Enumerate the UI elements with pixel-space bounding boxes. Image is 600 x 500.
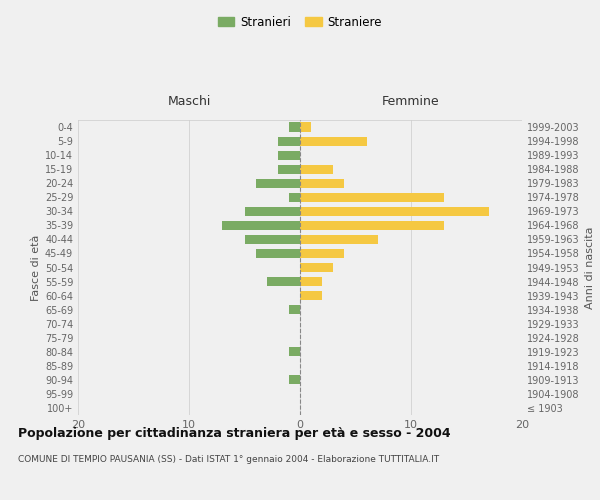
Bar [300, 178, 344, 188]
Bar [245, 206, 300, 216]
Bar [278, 164, 300, 173]
Bar [300, 235, 378, 244]
Bar [300, 206, 489, 216]
Bar [300, 164, 334, 173]
Bar [256, 249, 300, 258]
Bar [289, 305, 300, 314]
Text: Maschi: Maschi [167, 95, 211, 108]
Bar [278, 150, 300, 160]
Text: Popolazione per cittadinanza straniera per età e sesso - 2004: Popolazione per cittadinanza straniera p… [18, 428, 451, 440]
Bar [300, 136, 367, 145]
Bar [256, 178, 300, 188]
Bar [289, 122, 300, 132]
Bar [266, 277, 300, 286]
Bar [245, 235, 300, 244]
Y-axis label: Fasce di età: Fasce di età [31, 234, 41, 300]
Legend: Stranieri, Straniere: Stranieri, Straniere [213, 11, 387, 34]
Bar [300, 263, 334, 272]
Bar [289, 347, 300, 356]
Bar [300, 277, 322, 286]
Bar [289, 376, 300, 384]
Bar [300, 221, 444, 230]
Bar [300, 291, 322, 300]
Bar [300, 192, 444, 202]
Y-axis label: Anni di nascita: Anni di nascita [585, 226, 595, 308]
Bar [278, 136, 300, 145]
Text: Femmine: Femmine [382, 95, 440, 108]
Bar [289, 192, 300, 202]
Text: COMUNE DI TEMPIO PAUSANIA (SS) - Dati ISTAT 1° gennaio 2004 - Elaborazione TUTTI: COMUNE DI TEMPIO PAUSANIA (SS) - Dati IS… [18, 455, 439, 464]
Bar [300, 249, 344, 258]
Bar [300, 122, 311, 132]
Bar [222, 221, 300, 230]
